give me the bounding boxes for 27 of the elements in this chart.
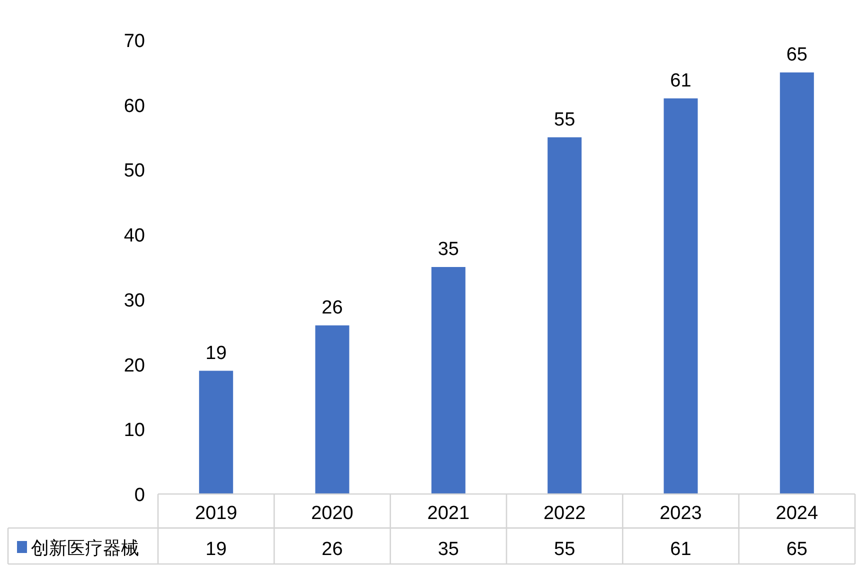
data-label: 65 — [786, 44, 808, 66]
category: 2022 — [543, 503, 586, 524]
ytick: 60 — [124, 96, 145, 117]
table-cell: 19 — [206, 539, 227, 560]
data-label: 55 — [554, 109, 576, 130]
category: 2019 — [194, 503, 238, 524]
ytick: 40 — [124, 226, 145, 247]
ytick: 20 — [124, 355, 145, 376]
table-cell: 65 — [786, 539, 808, 560]
table-cell: 61 — [670, 539, 692, 560]
data-label: 35 — [438, 239, 459, 260]
table-cell: 55 — [554, 539, 576, 560]
ytick: 50 — [124, 160, 145, 182]
category: 2021 — [427, 503, 470, 524]
ytick: 70 — [124, 31, 145, 52]
data-label: 19 — [206, 342, 227, 364]
ytick: 30 — [124, 290, 145, 312]
data-label: 26 — [322, 297, 343, 318]
category: 2023 — [660, 503, 702, 524]
ytick: 10 — [124, 420, 145, 442]
ytick: 0 — [134, 485, 145, 506]
data-label: 61 — [670, 70, 692, 92]
category: 2024 — [776, 503, 818, 524]
legend-label: 创新医疗器械 — [31, 538, 139, 558]
category: 2020 — [311, 503, 354, 524]
table-cell: 35 — [438, 539, 459, 560]
table-cell: 26 — [322, 539, 343, 560]
